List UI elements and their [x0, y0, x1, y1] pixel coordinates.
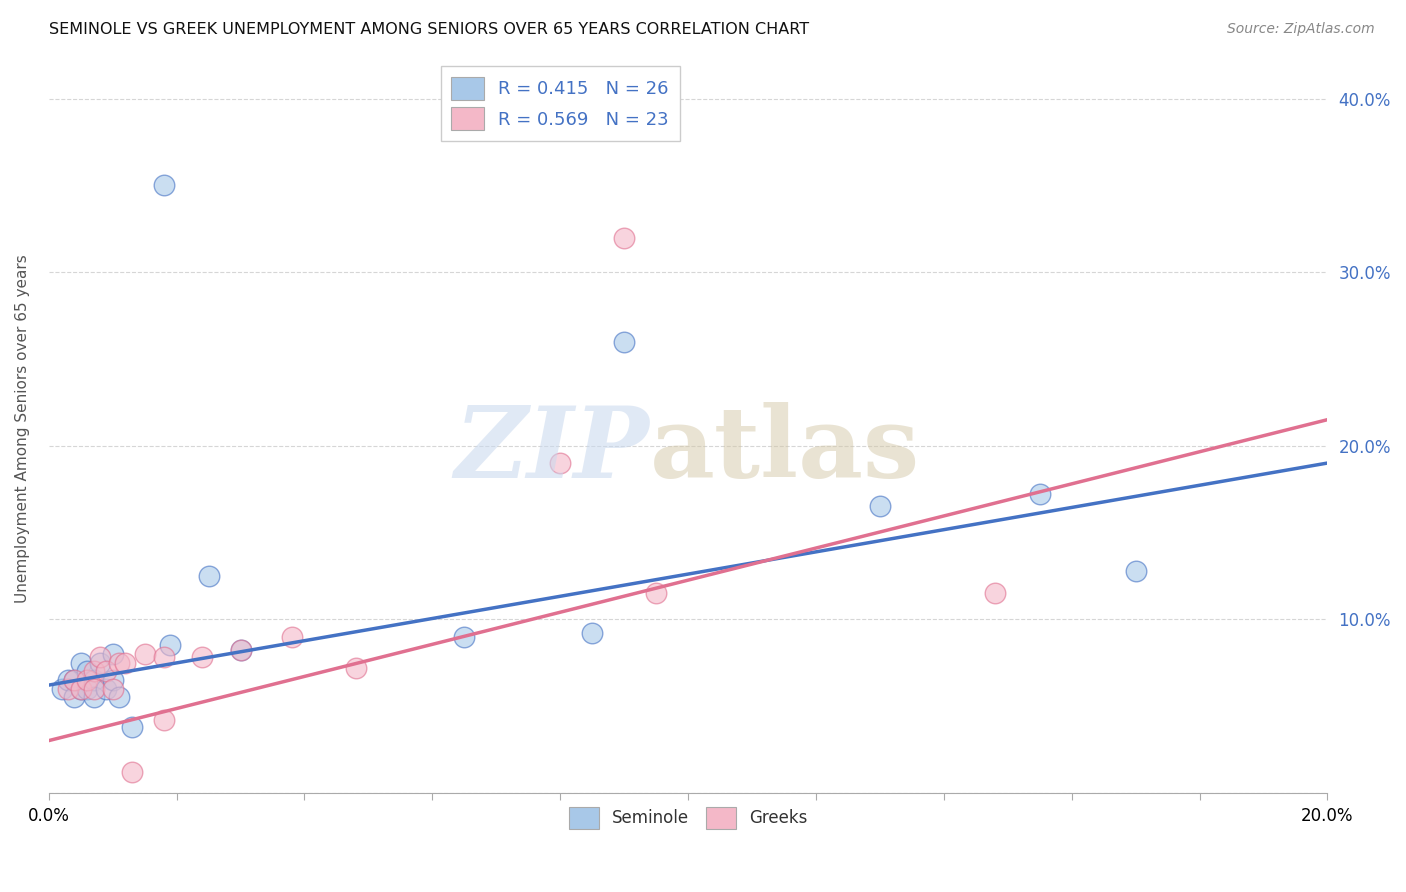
Point [101, 681, 124, 696]
Point [453, 630, 475, 644]
Point [76, 673, 98, 687]
Point [121, 764, 143, 779]
Point [159, 638, 181, 652]
Point [89, 656, 111, 670]
Point [76, 664, 98, 678]
Point [280, 630, 302, 644]
Point [613, 230, 636, 244]
Point [114, 656, 136, 670]
Point [108, 656, 131, 670]
Text: Source: ZipAtlas.com: Source: ZipAtlas.com [1227, 22, 1375, 37]
Point [869, 500, 891, 514]
Point [83, 673, 105, 687]
Point [101, 673, 124, 687]
Point [69, 681, 91, 696]
Point [645, 586, 668, 600]
Point [69, 656, 91, 670]
Point [101, 647, 124, 661]
Point [153, 713, 176, 727]
Y-axis label: Unemployment Among Seniors over 65 years: Unemployment Among Seniors over 65 years [15, 254, 30, 603]
Point [153, 178, 176, 193]
Point [63, 673, 86, 687]
Point [96, 664, 118, 678]
Point [344, 661, 367, 675]
Point [63, 673, 86, 687]
Point [51, 681, 73, 696]
Point [229, 643, 252, 657]
Point [1028, 487, 1050, 501]
Point [83, 664, 105, 678]
Point [76, 681, 98, 696]
Point [69, 681, 91, 696]
Point [984, 586, 1007, 600]
Point [229, 643, 252, 657]
Point [83, 681, 105, 696]
Point [134, 647, 156, 661]
Point [63, 690, 86, 705]
Point [548, 456, 571, 470]
Point [1125, 564, 1147, 578]
Point [83, 690, 105, 705]
Point [613, 334, 636, 349]
Point [121, 720, 143, 734]
Legend: Seminole, Greeks: Seminole, Greeks [562, 801, 814, 835]
Point [153, 650, 176, 665]
Point [108, 690, 131, 705]
Point [56, 673, 79, 687]
Point [191, 650, 214, 665]
Point [96, 681, 118, 696]
Point [89, 650, 111, 665]
Point [197, 569, 219, 583]
Point [56, 681, 79, 696]
Text: atlas: atlas [650, 401, 920, 499]
Text: ZIP: ZIP [454, 402, 650, 499]
Point [581, 626, 603, 640]
Text: SEMINOLE VS GREEK UNEMPLOYMENT AMONG SENIORS OVER 65 YEARS CORRELATION CHART: SEMINOLE VS GREEK UNEMPLOYMENT AMONG SEN… [49, 22, 810, 37]
